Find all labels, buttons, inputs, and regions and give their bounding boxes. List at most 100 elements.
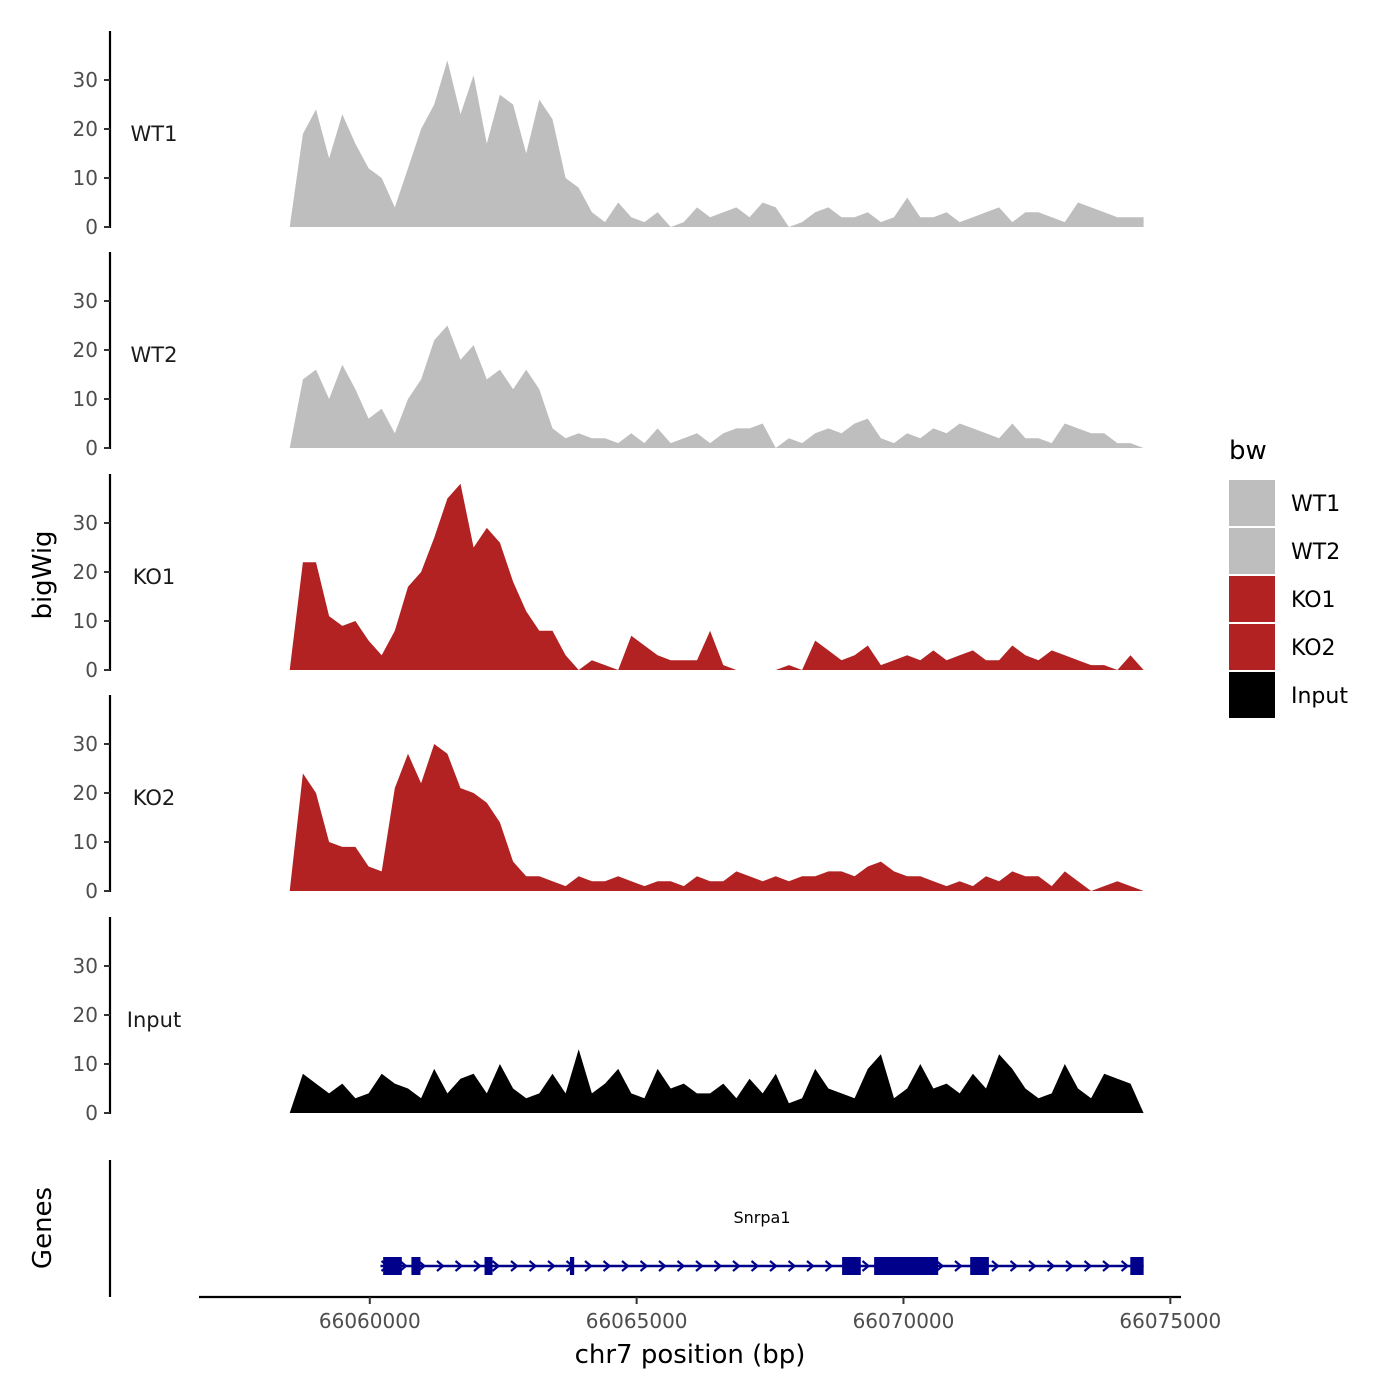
gene-model xyxy=(380,1257,1144,1275)
y-axis-title: bigWig xyxy=(28,530,58,619)
strand-arrow xyxy=(732,1260,741,1272)
legend-key-ko2 xyxy=(1229,624,1275,670)
track-label-ko2: KO2 xyxy=(133,786,176,810)
y-tick-label: 10 xyxy=(73,830,98,854)
y-tick-label: 10 xyxy=(73,1052,98,1076)
strand-arrow xyxy=(954,1260,963,1272)
strand-arrow xyxy=(491,1260,501,1272)
strand-arrow xyxy=(1083,1260,1093,1272)
track-label-wt1: WT1 xyxy=(131,122,178,146)
strand-arrow xyxy=(1009,1260,1019,1272)
track-wt2: 0 10 20 30 WT2 xyxy=(73,252,1144,460)
y-tick-label: 0 xyxy=(85,879,98,903)
legend-key-input xyxy=(1229,672,1275,718)
strand-arrow xyxy=(473,1260,482,1272)
track-label-input: Input xyxy=(127,1008,181,1032)
exon-block xyxy=(411,1257,421,1275)
strand-arrow xyxy=(935,1260,945,1272)
legend-key-ko1 xyxy=(1229,576,1275,622)
y-tick-label: 20 xyxy=(73,117,98,141)
strand-arrow xyxy=(1028,1260,1037,1272)
strand-arrow xyxy=(528,1260,538,1272)
strand-arrow xyxy=(1046,1260,1056,1272)
legend-label-ko1: KO1 xyxy=(1291,588,1336,613)
x-tick-label: 66065000 xyxy=(586,1309,688,1333)
track-label-ko1: KO1 xyxy=(133,565,176,589)
coverage-area-wt1 xyxy=(289,60,1144,228)
strand-arrow xyxy=(454,1260,464,1272)
coverage-area-ko2 xyxy=(289,744,1144,891)
strand-arrow xyxy=(417,1260,427,1272)
strand-arrow xyxy=(602,1260,612,1272)
legend-label-ko2: KO2 xyxy=(1291,636,1336,661)
y-tick-label: 20 xyxy=(73,781,98,805)
track-input: 0 10 20 30 Input xyxy=(73,917,1144,1125)
y-tick-label: 10 xyxy=(73,166,98,190)
y-tick-label: 30 xyxy=(73,511,98,535)
strand-arrow xyxy=(806,1260,815,1272)
legend: bw WT1 WT2 KO1 KO2 Input xyxy=(1229,436,1348,718)
legend-key-wt2 xyxy=(1229,528,1275,574)
exon-block xyxy=(842,1257,861,1275)
strand-arrow xyxy=(695,1260,704,1272)
strand-arrow xyxy=(1102,1260,1111,1272)
gene-name-label: Snrpa1 xyxy=(733,1208,790,1227)
y-tick-label: 30 xyxy=(73,954,98,978)
exon-block xyxy=(569,1257,575,1275)
legend-key-wt1 xyxy=(1229,480,1275,526)
strand-arrow xyxy=(658,1260,667,1272)
exon-block xyxy=(1130,1257,1144,1275)
coverage-tracks: 0 10 20 30 WT1 0 10 20 30 WT2 0 10 20 30 KO1 0 10 20 30 KO2… xyxy=(73,31,1144,1125)
y-tick-label: 20 xyxy=(73,338,98,362)
strand-arrow xyxy=(713,1260,723,1272)
exon-block xyxy=(970,1257,989,1275)
y-tick-label: 10 xyxy=(73,387,98,411)
y-tick-label: 30 xyxy=(73,732,98,756)
gene-panel-label: Genes xyxy=(28,1187,58,1269)
x-tick-label: 66075000 xyxy=(1119,1309,1221,1333)
exon-block xyxy=(383,1257,402,1275)
track-label-wt2: WT2 xyxy=(131,343,178,367)
y-tick-label: 30 xyxy=(73,289,98,313)
x-axis-ticks: 66060000 66065000 66070000 66075000 xyxy=(319,1297,1221,1333)
strand-arrow xyxy=(547,1260,556,1272)
exon-block xyxy=(874,1257,939,1275)
strand-arrow xyxy=(750,1260,760,1272)
y-tick-label: 0 xyxy=(85,215,98,239)
gene-panel: Genes Snrpa1 xyxy=(28,1160,1144,1297)
coverage-area-wt2 xyxy=(289,325,1144,448)
legend-label-input: Input xyxy=(1291,684,1348,709)
legend-title: bw xyxy=(1229,436,1267,466)
y-tick-label: 10 xyxy=(73,609,98,633)
legend-label-wt1: WT1 xyxy=(1291,492,1340,517)
track-ko2: 0 10 20 30 KO2 xyxy=(73,695,1144,903)
track-wt1: 0 10 20 30 WT1 xyxy=(73,31,1144,239)
strand-arrow xyxy=(861,1260,871,1272)
strand-arrow xyxy=(824,1260,834,1272)
y-tick-label: 20 xyxy=(73,1003,98,1027)
exon-block xyxy=(484,1257,493,1275)
y-tick-label: 0 xyxy=(85,436,98,460)
coverage-area-input xyxy=(289,1049,1144,1113)
strand-arrow xyxy=(436,1260,445,1272)
strand-arrow xyxy=(787,1260,797,1272)
strand-arrow xyxy=(991,1260,1000,1272)
y-tick-label: 0 xyxy=(85,1101,98,1125)
track-ko1: 0 10 20 30 KO1 xyxy=(73,474,1144,682)
y-tick-label: 20 xyxy=(73,560,98,584)
strand-arrow xyxy=(621,1260,630,1272)
coverage-area-ko1 xyxy=(289,483,1144,670)
strand-arrow xyxy=(1120,1260,1130,1272)
strand-arrow xyxy=(584,1260,593,1272)
strand-arrow xyxy=(399,1260,408,1272)
strand-arrow xyxy=(510,1260,519,1272)
x-axis-title: chr7 position (bp) xyxy=(575,1340,806,1370)
y-tick-label: 0 xyxy=(85,658,98,682)
legend-label-wt2: WT2 xyxy=(1291,540,1340,565)
legend-entries: WT1 WT2 KO1 KO2 Input xyxy=(1229,480,1348,718)
x-axis: 66060000 66065000 66070000 66075000 chr7 po… xyxy=(199,1295,1221,1370)
x-tick-label: 66070000 xyxy=(853,1309,955,1333)
strand-arrow xyxy=(676,1260,686,1272)
strand-arrow xyxy=(1065,1260,1074,1272)
